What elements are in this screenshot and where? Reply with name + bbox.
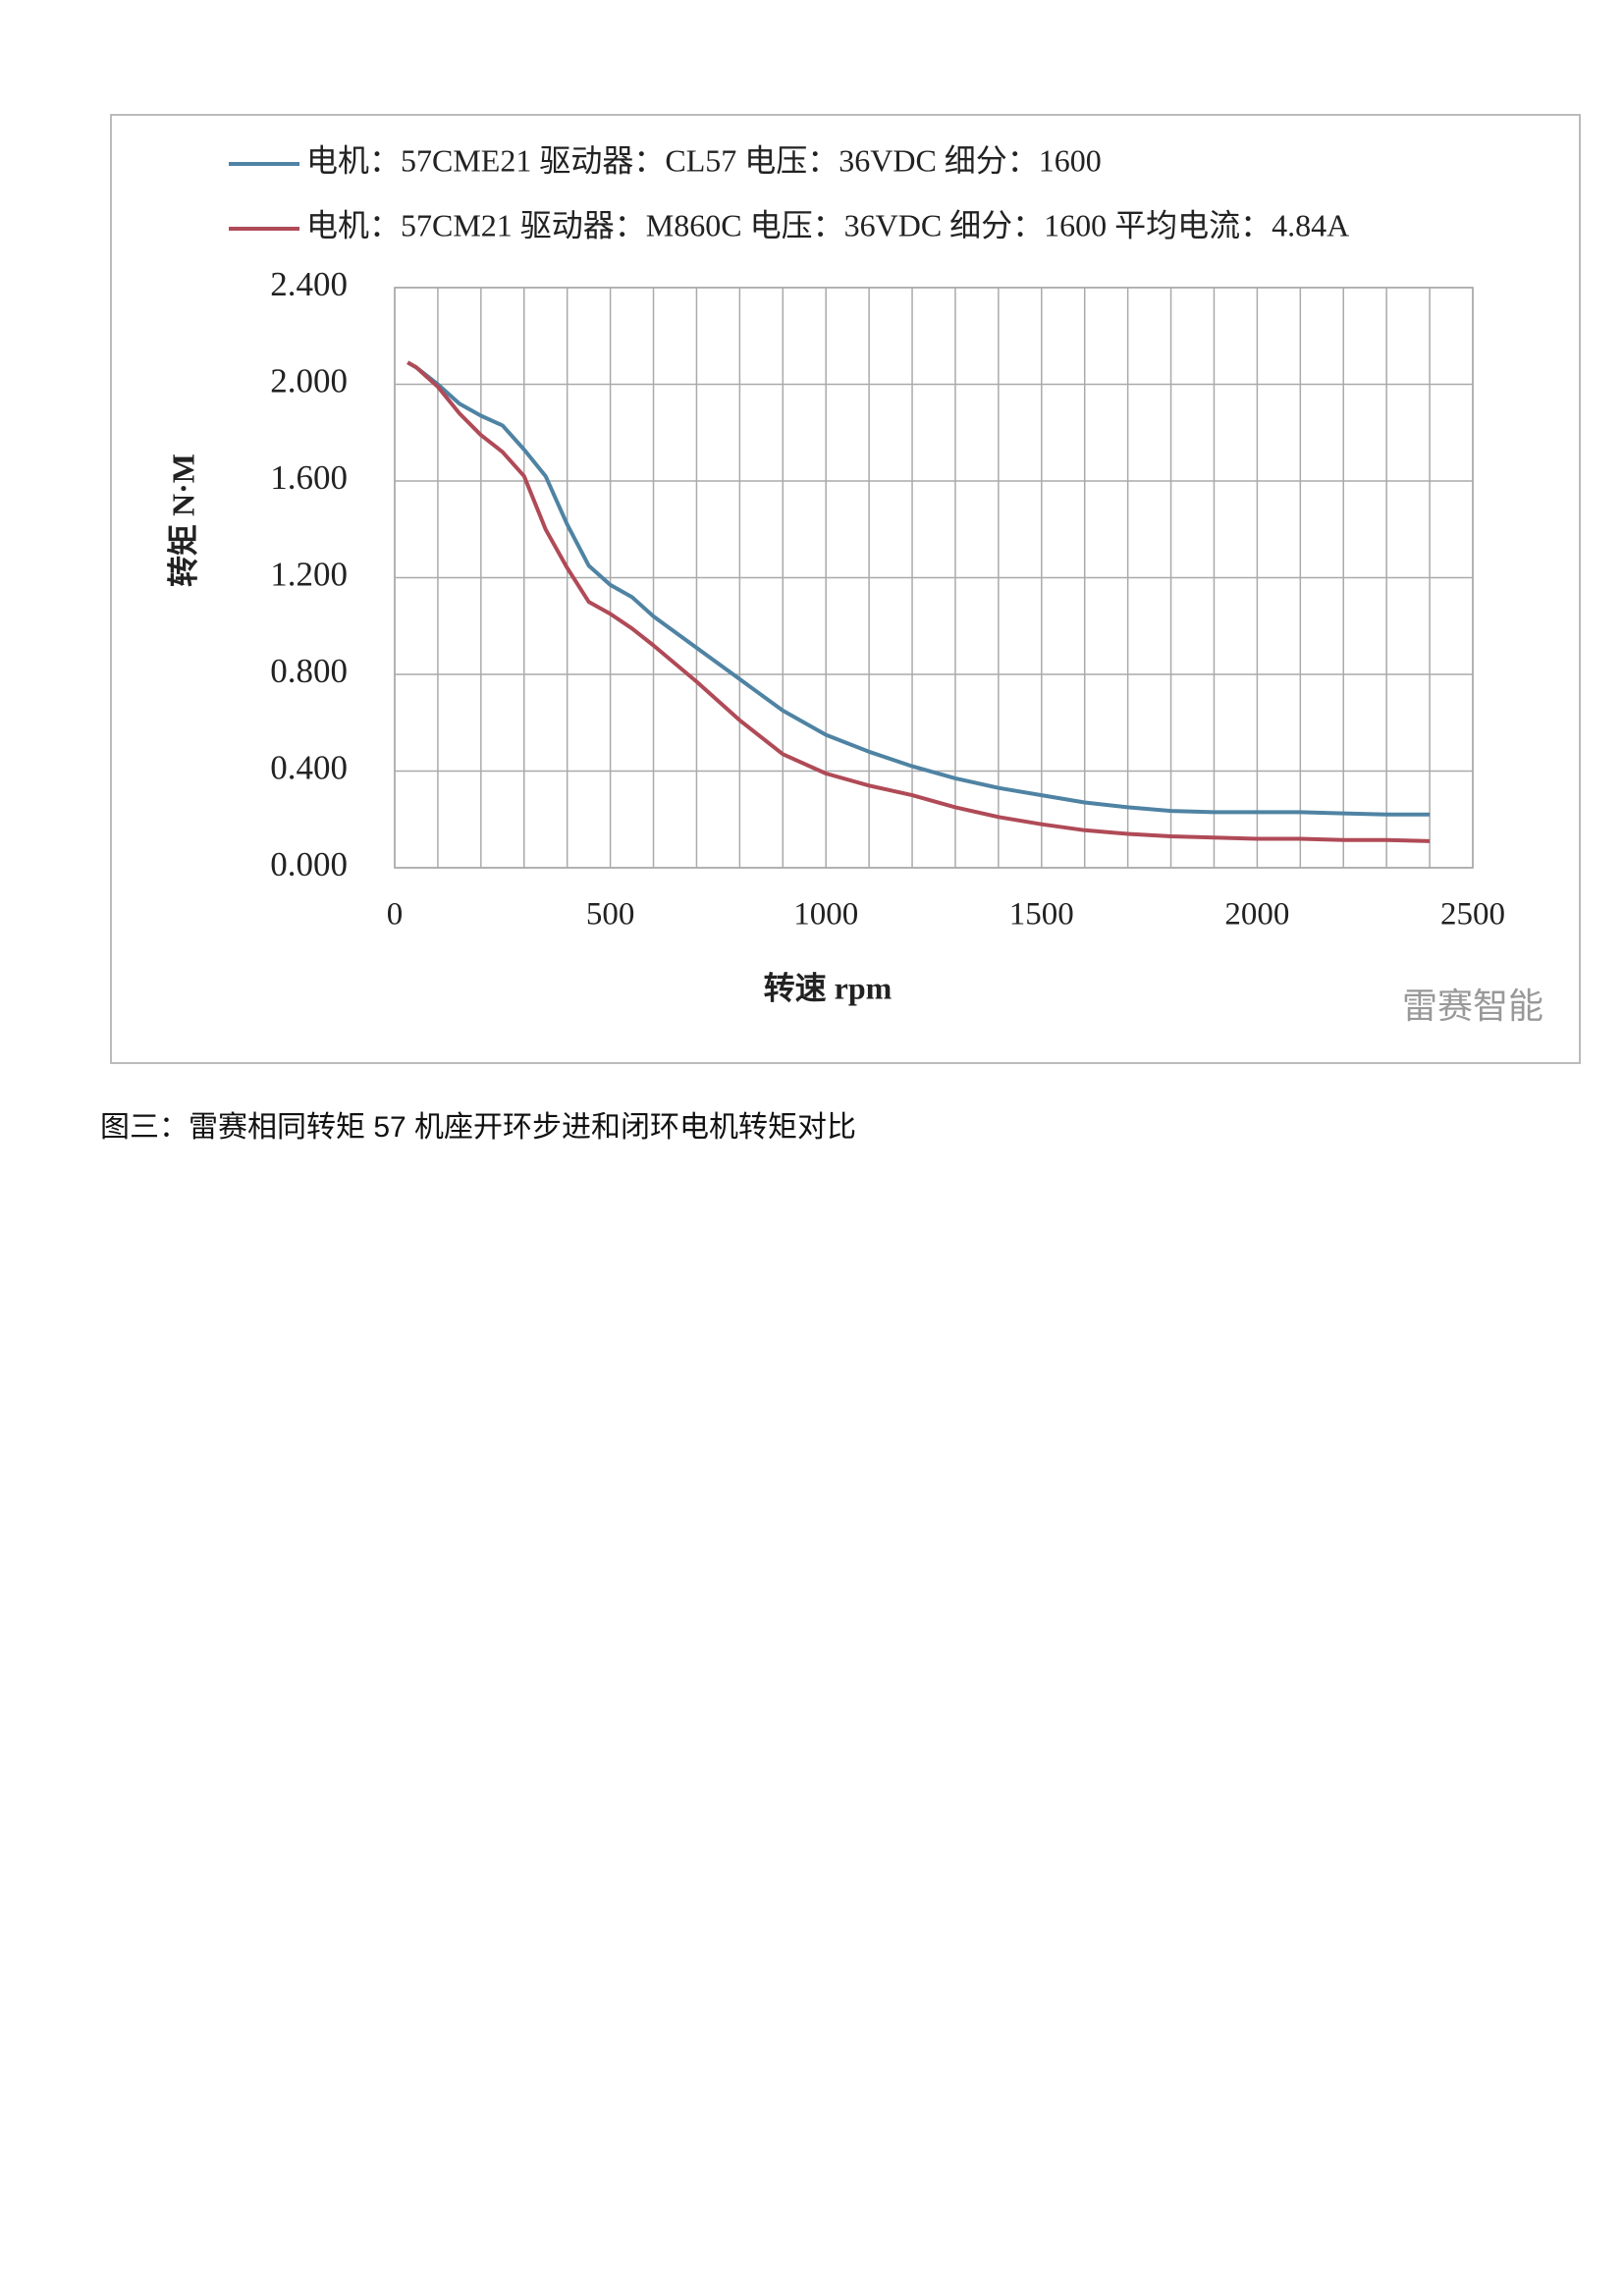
y-tick-label: 2.400 — [270, 265, 348, 303]
line-series — [406, 360, 1431, 817]
x-tick-label: 1500 — [1009, 897, 1074, 933]
y-tick-label: 2.000 — [270, 362, 348, 400]
y-tick-label: 0.800 — [270, 652, 348, 690]
x-axis-label: 转速 rpm — [764, 970, 893, 1005]
watermark: 雷赛智能 — [1402, 987, 1543, 1027]
legend-label: 电机：57CM21 驱动器：M860C 电压：36VDC 细分：1600 平均电… — [306, 207, 1349, 242]
x-tick-label: 2500 — [1440, 897, 1505, 933]
y-tick-label: 0.000 — [270, 845, 348, 883]
y-axis-label: 转矩 N·M — [165, 454, 200, 587]
x-tick-label: 1000 — [793, 897, 858, 933]
x-tick-label: 500 — [586, 897, 635, 933]
legend-label: 电机：57CME21 驱动器：CL57 电压：36VDC 细分：1600 — [306, 142, 1102, 178]
x-tick-label: 2000 — [1224, 897, 1289, 933]
line-series — [406, 360, 1431, 843]
y-tick-label: 0.400 — [270, 749, 348, 787]
x-tick-label: 0 — [387, 897, 404, 933]
y-tick-label: 1.200 — [270, 556, 348, 594]
y-tick-label: 1.600 — [270, 458, 348, 497]
caption: 图三：雷赛相同转矩 57 机座开环步进和闭环电机转矩对比 — [100, 1111, 856, 1144]
